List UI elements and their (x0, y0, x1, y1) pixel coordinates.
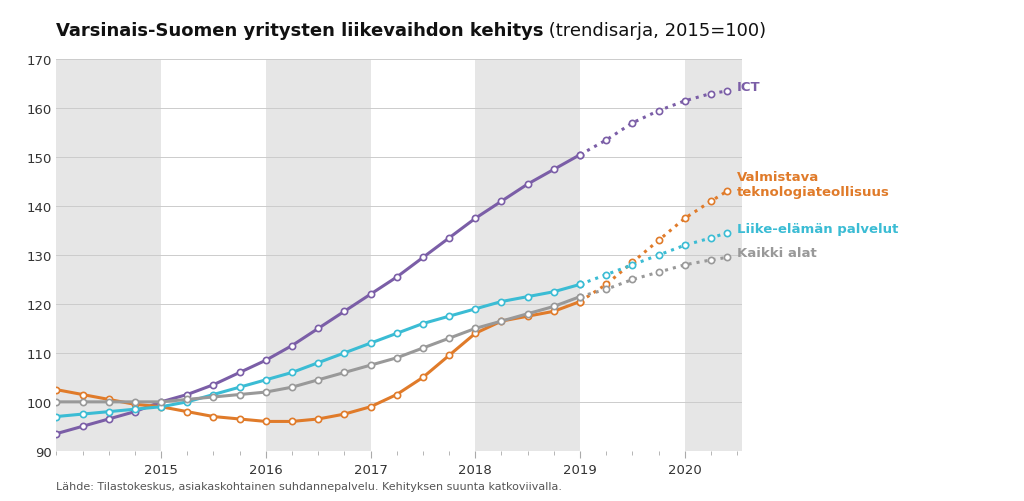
Text: Valmistava
teknologiateollisuus: Valmistava teknologiateollisuus (737, 171, 890, 199)
Text: Kaikki alat: Kaikki alat (737, 246, 817, 260)
Text: ICT: ICT (737, 81, 761, 94)
Text: Liike-elämän palvelut: Liike-elämän palvelut (737, 222, 898, 235)
Bar (475, 60, 580, 451)
Bar (56, 60, 161, 451)
Text: (trendisarja, 2015=100): (trendisarja, 2015=100) (543, 22, 766, 40)
Text: Varsinais-Suomen yritysten liikevaihdon kehitys: Varsinais-Suomen yritysten liikevaihdon … (56, 22, 544, 40)
Text: Lähde: Tilastokeskus, asiakaskohtainen suhdannepalvelu. Kehityksen suunta katkov: Lähde: Tilastokeskus, asiakaskohtainen s… (56, 481, 562, 491)
Bar (266, 60, 371, 451)
Bar (685, 60, 748, 451)
